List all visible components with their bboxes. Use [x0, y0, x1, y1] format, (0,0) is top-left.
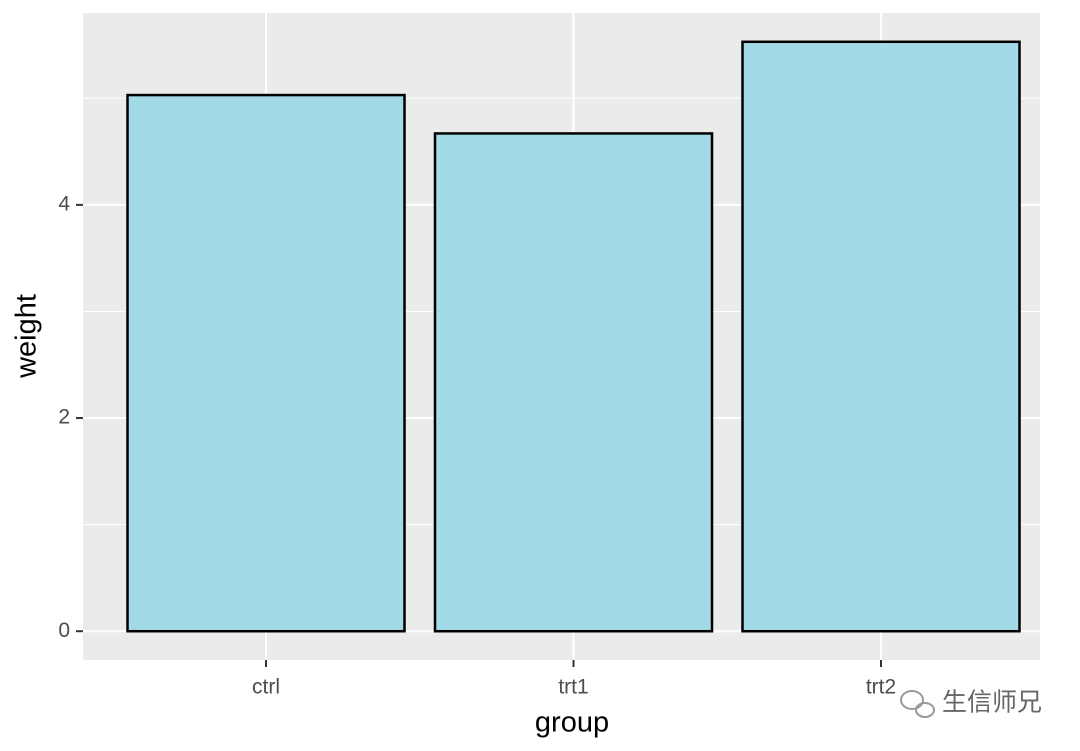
- x-tick-label: trt1: [558, 676, 588, 699]
- watermark-icon: [900, 690, 935, 718]
- bar: [126, 93, 406, 633]
- y-tick-label: 4: [58, 192, 70, 215]
- watermark: 生信师兄: [942, 689, 1042, 717]
- y-axis-title: weight: [11, 294, 43, 379]
- x-tick-label: trt2: [866, 676, 896, 699]
- bar: [741, 40, 1021, 633]
- x-axis-title: group: [535, 707, 609, 739]
- x-tick-label: ctrl: [252, 676, 280, 699]
- y-tick-label: 0: [58, 619, 70, 642]
- y-tick-label: 2: [58, 406, 70, 429]
- bar: [433, 132, 714, 633]
